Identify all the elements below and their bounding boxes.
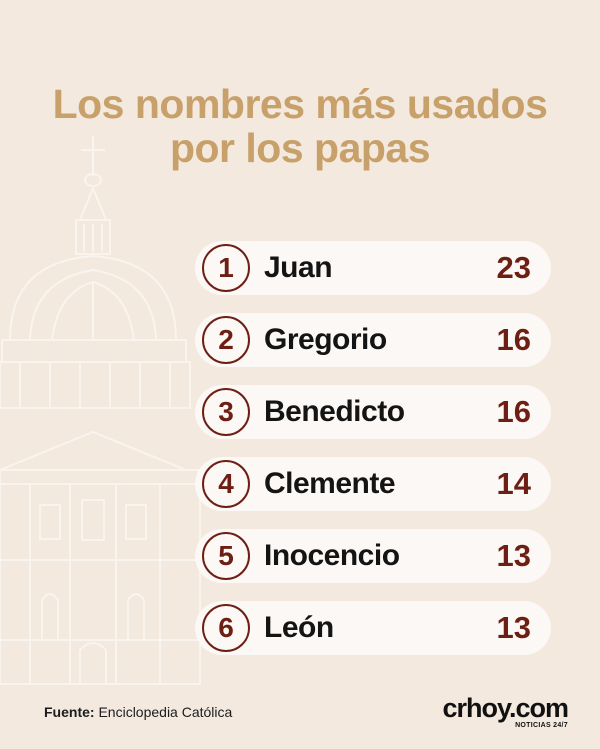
- name-count: 14: [496, 466, 531, 501]
- ranking-row: 6 León 13: [195, 601, 551, 655]
- source-text: Enciclopedia Católica: [98, 704, 233, 720]
- ranking-row: 5 Inocencio 13: [195, 529, 551, 583]
- logo-tagline: NOTICIAS 24/7: [515, 722, 568, 729]
- rank-badge: 3: [202, 388, 250, 436]
- rank-badge: 1: [202, 244, 250, 292]
- name-count: 13: [496, 610, 531, 645]
- pope-name: León: [264, 611, 334, 644]
- title-line-2: por los papas: [169, 125, 431, 171]
- page-title: Los nombres más usados por los papas: [0, 82, 600, 170]
- rank-badge: 4: [202, 460, 250, 508]
- source-note: Fuente: Enciclopedia Católica: [44, 704, 232, 720]
- rank-badge: 2: [202, 316, 250, 364]
- name-count: 13: [496, 538, 531, 573]
- pope-name: Juan: [264, 251, 333, 284]
- pope-name: Gregorio: [264, 323, 387, 356]
- pope-name: Clemente: [264, 467, 396, 500]
- name-count: 16: [496, 322, 531, 357]
- name-count: 23: [496, 250, 531, 285]
- ranking-row: 3 Benedicto 16: [195, 385, 551, 439]
- logo-wordmark: crhoy.com: [442, 693, 569, 723]
- ranking-row: 2 Gregorio 16: [195, 313, 551, 367]
- ranking-row: 1 Juan 23: [195, 241, 551, 295]
- source-label: Fuente:: [44, 704, 95, 720]
- pope-name: Benedicto: [264, 395, 405, 428]
- crhoy-logo: crhoy.com NOTICIAS 24/7: [442, 693, 569, 730]
- ranking-row: 4 Clemente 14: [195, 457, 551, 511]
- name-count: 16: [496, 394, 531, 429]
- title-line-1: Los nombres más usados: [52, 81, 548, 127]
- rank-badge: 6: [202, 604, 250, 652]
- rank-badge: 5: [202, 532, 250, 580]
- pope-name: Inocencio: [264, 539, 400, 572]
